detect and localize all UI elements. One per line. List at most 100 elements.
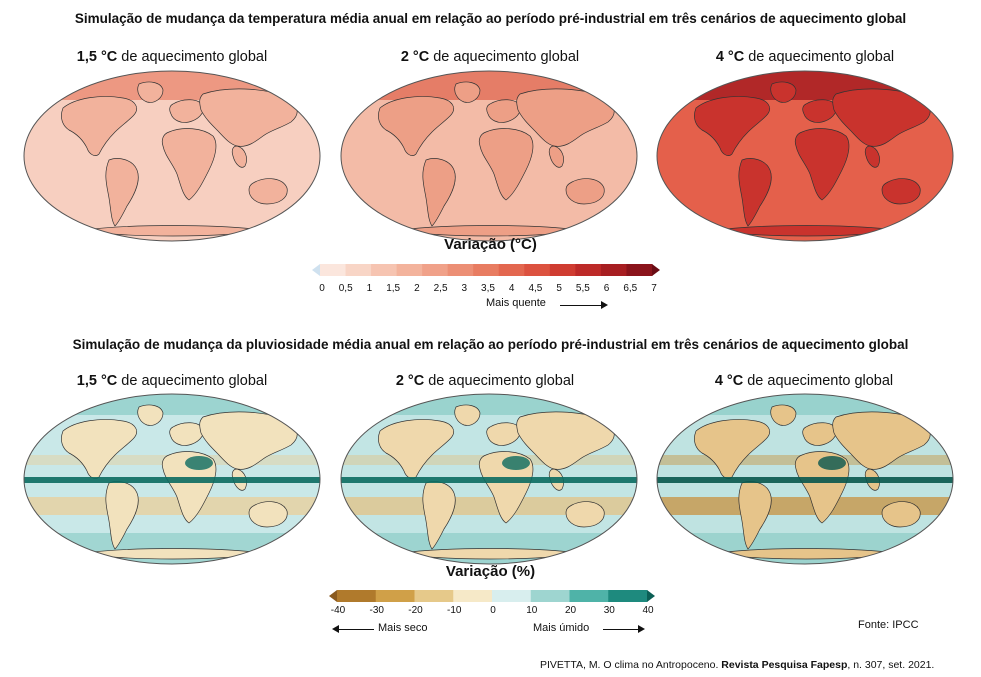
temperature-map-2c	[340, 70, 638, 242]
temperature-map-1-5c	[23, 70, 321, 242]
colorbar-cap-right	[652, 264, 660, 276]
colorbar-segment	[498, 264, 525, 276]
colorbar-segment	[414, 590, 454, 602]
colorbar-segment	[569, 590, 609, 602]
continent-shape	[61, 96, 137, 156]
tick-label: 10	[526, 605, 538, 616]
arctic-wet-band	[341, 394, 637, 415]
continent-shape	[231, 145, 247, 168]
source-label: Fonte: IPCC	[858, 619, 919, 631]
subtropical-dry-band	[657, 497, 953, 515]
africa-wet-area	[185, 456, 213, 470]
continent-shape	[770, 404, 797, 426]
continent-shape	[881, 178, 921, 205]
drier-arrow-icon	[332, 625, 339, 633]
tick-label: 0	[319, 283, 325, 294]
continent-shape	[738, 158, 772, 227]
tick-label: -10	[447, 605, 462, 616]
subtropical-dry-band	[24, 497, 320, 515]
continent-shape	[486, 422, 521, 446]
precipitation-map-2c	[340, 393, 638, 565]
tick-label: 2	[414, 283, 420, 294]
tick-label: -30	[369, 605, 384, 616]
temperature-arrow-label: Mais quente	[486, 297, 546, 309]
wetter-arrow-line	[603, 629, 639, 630]
colorbar-segment	[600, 264, 627, 276]
continent-shape	[422, 481, 456, 550]
equatorial-wet-band	[657, 477, 953, 483]
africa-wet-area	[502, 456, 530, 470]
temperature-colorbar	[312, 264, 660, 276]
colorbar-segment	[626, 264, 653, 276]
colorbar-segment	[337, 590, 377, 602]
precipitation-legend-title: Variação (%)	[445, 563, 536, 580]
precipitation-colorbar	[329, 590, 655, 602]
continent-shape	[248, 178, 288, 205]
continent-shape	[565, 501, 605, 528]
warmer-arrow-icon	[601, 301, 608, 309]
continent-shape	[770, 81, 797, 103]
colorbar-segment	[453, 590, 493, 602]
warmer-arrow-line	[560, 305, 602, 306]
tick-label: -20	[408, 605, 423, 616]
map-outline	[23, 70, 321, 242]
tick-label: 6,5	[623, 283, 638, 294]
tick-label: 7	[651, 283, 657, 294]
precipitation-section-title: Simulação de mudança da pluviosidade méd…	[72, 337, 909, 352]
tick-label: 6	[603, 283, 610, 294]
colorbar-segment	[608, 590, 648, 602]
africa-wet-area	[818, 456, 846, 470]
tick-label: 5	[556, 283, 562, 294]
precip-map-title-3: 4 °C de aquecimento global	[714, 373, 894, 389]
subtropical-dry-band	[341, 497, 637, 515]
continent-shape	[454, 81, 481, 103]
wetter-arrow-icon	[638, 625, 645, 633]
tick-label: 4	[508, 283, 515, 294]
tick-label: 3	[461, 283, 468, 294]
precip-map-title-2: 2 °C de aquecimento global	[395, 373, 575, 389]
continent-shape	[378, 96, 454, 156]
map-outline	[340, 393, 638, 565]
continent-shape	[248, 501, 288, 528]
continent-shape	[378, 419, 454, 479]
temp-map-title-2: 2 °C de aquecimento global	[400, 49, 580, 65]
colorbar-segment	[320, 264, 347, 276]
continent-shape	[486, 99, 521, 123]
arctic-wet-band	[24, 394, 320, 415]
map-outline	[23, 393, 321, 565]
map-outline	[340, 70, 638, 242]
continent-shape	[161, 128, 217, 201]
arctic-wet-band	[657, 394, 953, 415]
precipitation-map-1-5c	[23, 393, 321, 565]
precipitation-arrow-left-label: Mais seco	[378, 622, 428, 634]
tick-label: 30	[603, 605, 615, 616]
continent-shape	[794, 128, 850, 201]
tick-label: 40	[642, 605, 654, 616]
tick-label: 4,5	[528, 283, 543, 294]
precipitation-arrow-right-label: Mais úmido	[533, 622, 590, 634]
temperature-legend-title: Variação (°C)	[444, 236, 537, 253]
colorbar-cap-left	[312, 264, 320, 276]
precipitation-tick-labels: -40 -30 -20 -10 0 10 20 30 40	[0, 605, 981, 619]
map-outline	[656, 393, 954, 565]
colorbar-segment	[473, 264, 500, 276]
tick-label: 0	[490, 605, 496, 616]
colorbar-segment	[492, 590, 532, 602]
tick-label: 3,5	[481, 283, 495, 294]
tick-label: 5,5	[575, 283, 590, 294]
precipitation-map-4c	[656, 393, 954, 565]
colorbar-cap-right	[647, 590, 655, 602]
temperature-section-title: Simulação de mudança da temperatura médi…	[74, 11, 907, 26]
continent-shape	[548, 145, 564, 168]
tick-label: -40	[330, 605, 346, 616]
continent-shape	[478, 128, 534, 201]
tick-label: 2,5	[433, 283, 448, 294]
tick-label: 1	[366, 283, 373, 294]
temperature-tick-labels: 0 0,5 1 1,5 2 2,5 3 3,5 4 4,5 5 5,5 6 6,5 7	[0, 283, 981, 297]
continent-shape	[738, 481, 772, 550]
colorbar-segment	[396, 264, 423, 276]
continent-shape	[864, 145, 880, 168]
continent-shape	[802, 422, 837, 446]
precip-map-title-1: 1,5 °C de aquecimento global	[76, 373, 268, 389]
continent-shape	[694, 96, 770, 156]
